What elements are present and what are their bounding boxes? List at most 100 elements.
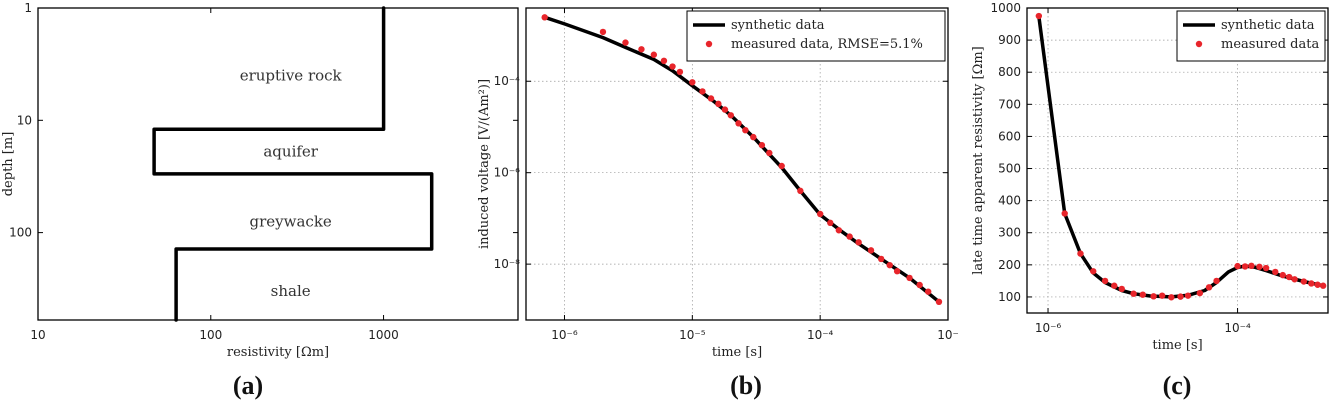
- measured-data-point: [638, 46, 645, 53]
- synthetic-data-line: [542, 15, 941, 304]
- plot-frame: [37, 7, 519, 321]
- x-axis-label: resistivity [Ωm]: [227, 345, 329, 360]
- measured-data-point: [1319, 282, 1327, 289]
- measured-data-point: [877, 255, 885, 263]
- x-tick-label: 10: [30, 328, 45, 342]
- layer-label: shale: [271, 282, 311, 300]
- y-tick-label: 10⁻⁸: [494, 257, 521, 271]
- legend-box: [686, 10, 946, 62]
- measured-data-point: [1272, 268, 1279, 276]
- y-tick-label: 300: [998, 226, 1021, 240]
- measured-data-point: [893, 268, 901, 275]
- y-axis-label: induced voltage [V/(Am²)]: [477, 79, 492, 249]
- x-axis-label: time [s]: [1152, 338, 1202, 353]
- y-tick-label: 400: [998, 194, 1021, 208]
- x-tick-label: 10⁻⁵: [679, 328, 706, 342]
- measured-data-point: [1291, 276, 1298, 283]
- measured-data-point: [1262, 264, 1270, 272]
- measured-data-point: [758, 141, 766, 149]
- measured-data-point: [707, 95, 715, 102]
- measured-data-point: [689, 79, 696, 86]
- y-axis-label: late time apparent resistivity [Ωm]: [971, 46, 986, 275]
- measured-data-point: [1213, 277, 1220, 285]
- measured-data-point: [1279, 271, 1286, 279]
- measured-data-point: [599, 28, 607, 36]
- legend: synthetic data measured data, RMSE=5.1%: [686, 10, 946, 62]
- y-tick-label: 500: [998, 162, 1021, 176]
- measured-data-point: [906, 274, 913, 282]
- legend-entry: measured data: [1221, 37, 1319, 52]
- y-tick-label: 1000: [990, 1, 1021, 15]
- measured-data-point: [924, 288, 932, 295]
- measured-data-point: [1035, 12, 1043, 20]
- measured-data-point: [1241, 263, 1249, 270]
- chart-panel-3: 10⁻⁶ 10⁻⁴ 100 200 300 400 500 600 700 800 900 1000 t…: [971, 1, 1329, 400]
- y-tick-label: 10: [17, 113, 32, 127]
- measured-data-point: [727, 112, 735, 119]
- measured-data-point: [1077, 250, 1084, 257]
- y-tick-label: 10⁻⁶: [494, 166, 521, 180]
- measured-data-point: [1314, 281, 1321, 288]
- measured-data-point: [1130, 290, 1137, 297]
- measured-data-point: [750, 133, 757, 141]
- measured-data-point: [1158, 292, 1166, 299]
- measured-data-point: [827, 219, 834, 227]
- measured-data-point: [855, 239, 862, 246]
- y-tick-label: 800: [998, 65, 1021, 79]
- measured-data-point: [1196, 289, 1204, 297]
- synthetic-data-line: [152, 6, 434, 322]
- measured-data-point: [622, 39, 629, 46]
- legend-entry: measured data, RMSE=5.1%: [731, 37, 923, 52]
- y-tick-label: 600: [998, 129, 1021, 143]
- panel-caption: (a): [233, 371, 263, 400]
- plot-frame: [1026, 7, 1329, 314]
- plot-frame: [525, 7, 949, 321]
- x-tick-label: 10⁻⁶: [551, 328, 578, 342]
- y-axis-label: depth [m]: [1, 132, 16, 197]
- panel-caption: (c): [1163, 371, 1192, 400]
- measured-data-point: [1308, 280, 1315, 287]
- y-tick-label: 1: [24, 1, 32, 15]
- x-tick-label: 10⁻⁴: [807, 328, 834, 342]
- y-tick-label: 700: [998, 97, 1021, 111]
- measured-data-point: [1256, 263, 1263, 270]
- measured-data-point: [916, 281, 923, 289]
- measured-data-point: [1234, 262, 1241, 270]
- x-tick-label: 10⁻⁶: [1035, 321, 1062, 335]
- measured-data-point: [1090, 268, 1097, 275]
- y-tick-label: 10⁻⁴: [494, 74, 521, 88]
- measured-data-point: [699, 88, 706, 95]
- legend: synthetic data measured data: [1176, 10, 1326, 62]
- legend-marker: [705, 40, 713, 48]
- y-tick-label: 200: [998, 258, 1021, 272]
- measured-data-point: [935, 298, 943, 306]
- measured-data-point: [1248, 262, 1255, 270]
- measured-data-point: [1150, 293, 1157, 300]
- x-tick-label: 1000: [368, 328, 399, 342]
- layer-label: greywacke: [250, 213, 332, 231]
- panel-caption: (b): [730, 371, 762, 400]
- measured-data-point: [1184, 292, 1192, 299]
- measured-data-point: [735, 120, 742, 127]
- measured-data-point: [778, 162, 785, 170]
- chart-panel-2: 10⁻⁶ 10⁻⁵ 10⁻⁴ 10⁻ 10⁻⁴ 10⁻⁶ 10⁻⁸ time [s] induc…: [477, 7, 959, 400]
- x-axis-label: time [s]: [712, 345, 762, 360]
- measured-data-point: [742, 126, 749, 134]
- layer-label: aquifer: [263, 143, 318, 161]
- measured-data-point: [816, 210, 824, 218]
- measured-data-point: [721, 106, 729, 113]
- measured-data-point: [766, 149, 773, 157]
- measured-data-point: [650, 51, 658, 58]
- measured-data-point: [1111, 282, 1118, 289]
- legend-entry: synthetic data: [731, 18, 825, 33]
- measured-data-point: [1285, 273, 1293, 281]
- measured-data-point: [1300, 278, 1308, 285]
- measured-data-point: [886, 261, 893, 269]
- y-tick-label: 900: [998, 33, 1021, 47]
- measured-data-point: [1177, 293, 1184, 300]
- chart-panel-1: 10 100 1000 1 10 100 resistivity [Ωm] depth [m]…: [1, 1, 519, 400]
- measured-data-point: [1168, 294, 1175, 301]
- measured-data-point: [660, 57, 668, 65]
- measured-data-point: [1205, 284, 1213, 291]
